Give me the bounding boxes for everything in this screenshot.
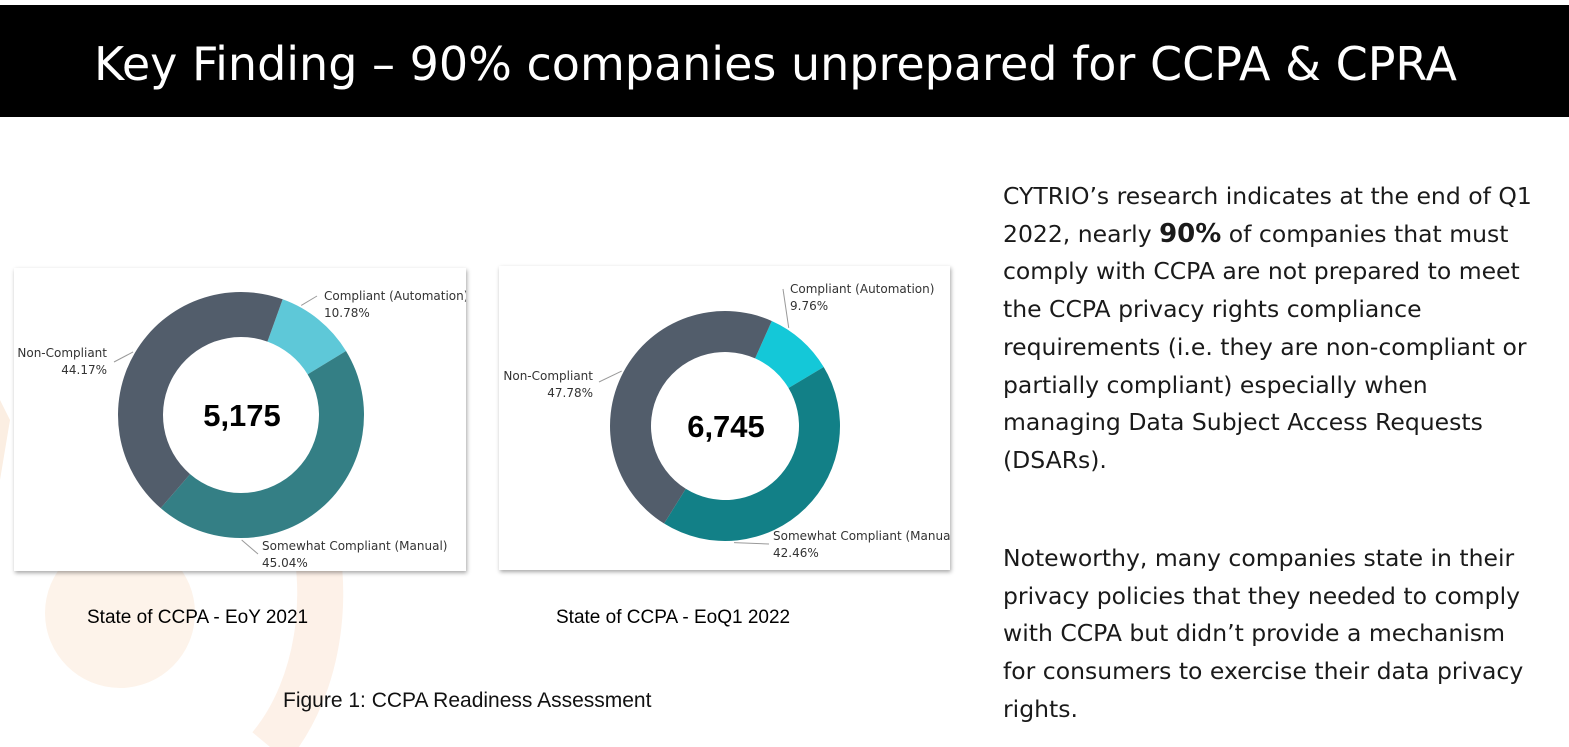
finding-text-start: CYTRIO’s research indicates at the end o… xyxy=(1003,182,1532,248)
slice-percent-label: 42.46% xyxy=(773,546,819,560)
slice-percent-label: 44.17% xyxy=(61,363,107,377)
figure-caption: Figure 1: CCPA Readiness Assessment xyxy=(283,689,652,712)
donut-slice-non-compliant xyxy=(118,292,283,509)
donut-center-total: 5,175 xyxy=(203,398,281,433)
finding-paragraph: CYTRIO’s research indicates at the end o… xyxy=(1003,178,1543,480)
slice-name-label: Compliant (Automation) xyxy=(790,282,934,296)
finding-text-end: of companies that must comply with CCPA … xyxy=(1003,219,1527,474)
slice-name-label: Compliant (Automation) xyxy=(324,289,466,303)
chart-card-eoy-2021: Compliant (Automation) 10.78% Somewhat Com… xyxy=(14,268,466,571)
page-title: Key Finding – 90% companies unprepared f… xyxy=(94,37,1457,91)
leader-line xyxy=(734,542,770,545)
donut-center-total: 6,745 xyxy=(687,409,765,444)
donut-slice-somewhat-compliant-manual xyxy=(160,350,364,538)
donut-chart-eoy-2021: Compliant (Automation) 10.78% Somewhat Com… xyxy=(17,289,466,570)
donut-slice-compliant-automation xyxy=(267,299,347,375)
donut-slice-somewhat-compliant-manual xyxy=(664,367,840,541)
chart-caption-eoq1-2022: State of CCPA - EoQ1 2022 xyxy=(556,607,791,628)
noteworthy-paragraph: Noteworthy, many companies state in thei… xyxy=(1003,544,1524,723)
leader-line xyxy=(782,288,790,328)
leader-line xyxy=(598,370,622,383)
slice-name-label: Somewhat Compliant (Manual) xyxy=(262,539,447,553)
slice-percent-label: 45.04% xyxy=(262,556,308,570)
decor-edge xyxy=(0,400,10,480)
slice-percent-label: 47.78% xyxy=(547,386,593,400)
donut-slice-non-compliant xyxy=(610,311,772,524)
donut-chart-eoq1-2022: Compliant (Automation) 9.76% Somewhat Comp… xyxy=(503,282,950,560)
slice-percent-label: 9.76% xyxy=(790,299,828,313)
slice-name-label: Somewhat Compliant (Manual) xyxy=(773,529,950,543)
slice-percent-label: 10.78% xyxy=(324,306,370,320)
slice-name-label: Non-Compliant xyxy=(17,346,107,360)
leader-line xyxy=(241,539,259,555)
finding-highlight: 90% xyxy=(1159,218,1222,249)
donut-slice-compliant-automation xyxy=(755,320,824,389)
leader-line xyxy=(300,295,318,306)
leader-line xyxy=(113,351,134,363)
slice-name-label: Non-Compliant xyxy=(503,369,593,383)
chart-caption-eoy-2021: State of CCPA - EoY 2021 xyxy=(87,607,309,628)
title-bar: Key Finding – 90% companies unprepared f… xyxy=(0,5,1569,117)
chart-card-eoq1-2022: Compliant (Automation) 9.76% Somewhat Comp… xyxy=(499,266,950,570)
